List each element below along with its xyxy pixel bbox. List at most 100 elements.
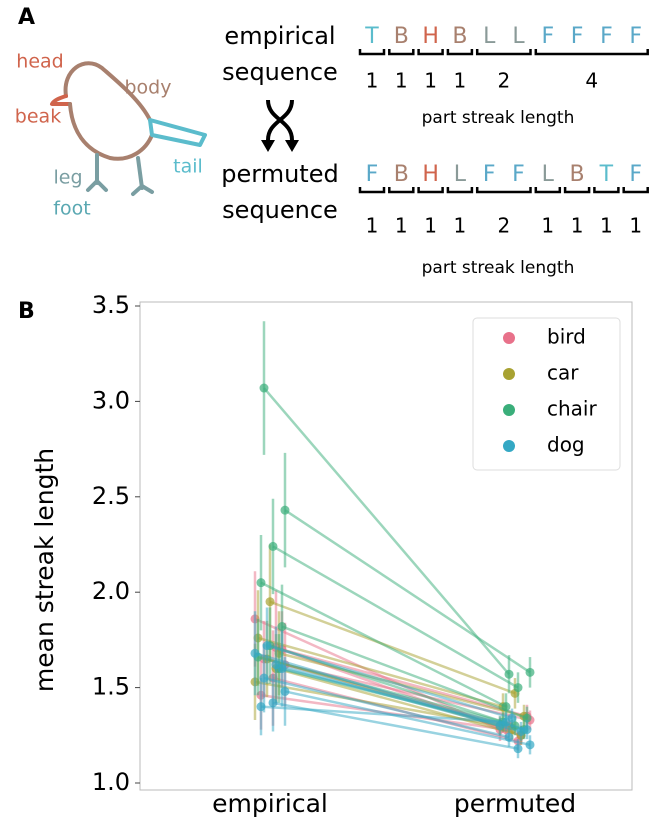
bird-part-label: head [16, 51, 63, 73]
point [278, 622, 287, 631]
sequence-label: permuted [221, 160, 338, 188]
sequence-letter: F [629, 162, 642, 187]
streak-bracket [448, 187, 472, 192]
streak-length: 1 [395, 214, 408, 238]
bird-belly [70, 104, 152, 159]
streak-bracket [389, 187, 413, 192]
bird-tail [150, 120, 205, 145]
point [257, 702, 266, 711]
legend-marker [503, 332, 515, 344]
point [523, 725, 532, 734]
point [278, 664, 287, 673]
sequence-letter: T [599, 162, 614, 187]
sequence-letter: L [454, 162, 467, 187]
panel-label: A [18, 5, 35, 30]
streak-bracket [536, 49, 648, 54]
swap-arrows [268, 100, 292, 140]
streak-bracket [389, 49, 413, 54]
streak-length: 1 [571, 214, 584, 238]
sequence-letter: H [422, 24, 439, 49]
streak-length: 1 [600, 214, 613, 238]
sequence-letter: L [542, 162, 555, 187]
streak-length: 1 [454, 69, 467, 93]
sequence-letter: T [364, 24, 379, 49]
sequence-letter: F [629, 24, 642, 49]
series-line [264, 388, 509, 674]
sequence-letter: F [541, 24, 554, 49]
streak-bracket [419, 49, 443, 54]
streak-length: 1 [454, 214, 467, 238]
point [251, 649, 260, 658]
y-tick-label: 1.0 [92, 768, 130, 796]
point [269, 542, 278, 551]
y-axis-label: mean streak length [30, 448, 59, 692]
streak-length: 1 [629, 214, 642, 238]
point [281, 506, 290, 515]
streak-length: 1 [366, 69, 379, 93]
sequence-label: sequence [222, 58, 338, 86]
x-tick-label: empirical [212, 789, 328, 818]
sequence-label: empirical [224, 22, 335, 50]
point [526, 740, 535, 749]
point [514, 744, 523, 753]
streak-bracket [477, 49, 530, 54]
legend-label: car [547, 361, 579, 385]
sequence-letter: B [452, 24, 467, 49]
swap-icon [261, 100, 299, 152]
streak-length: 4 [585, 69, 598, 93]
sequence-letter: F [483, 162, 496, 187]
streak-caption: part streak length [422, 108, 575, 128]
sequence-letter: F [600, 24, 613, 49]
sequence-letter: B [394, 24, 409, 49]
legend-label: dog [547, 433, 585, 457]
legend-label: chair [547, 397, 597, 421]
streak-bracket [477, 187, 530, 192]
streak-length: 1 [541, 214, 554, 238]
bird-part-label: beak [15, 106, 61, 128]
bird-part-label: leg [53, 167, 82, 189]
sequence-letter: F [366, 162, 379, 187]
figure: A B headbodybeaktaillegfootempiricalsequ… [0, 0, 656, 822]
y-tick-label: 2.5 [92, 482, 130, 510]
y-tick-label: 1.5 [92, 673, 130, 701]
sequence-letter: F [571, 24, 584, 49]
streak-caption: part streak length [422, 258, 575, 278]
page: {"panel_a": {"label": "A", "bird_parts":… [0, 0, 656, 826]
x-tick-label: permuted [454, 789, 576, 818]
streak-length: 1 [366, 214, 379, 238]
point [514, 683, 523, 692]
y-tick-label: 2.0 [92, 577, 130, 605]
streak-bracket [360, 49, 384, 54]
y-tick-label: 3.5 [92, 291, 130, 319]
panel-label: B [18, 299, 35, 324]
sequence-letter: F [512, 162, 525, 187]
bird-legs [88, 155, 152, 194]
streak-length: 2 [497, 69, 510, 93]
y-tick-label: 3.0 [92, 386, 130, 414]
streak-bracket [594, 187, 618, 192]
streak-length: 1 [395, 69, 408, 93]
sequence-letter: B [394, 162, 409, 187]
streak-length: 1 [424, 69, 437, 93]
point [526, 668, 535, 677]
sequence-letter: H [422, 162, 439, 187]
legend-marker [503, 440, 515, 452]
point [260, 384, 269, 393]
sequence-letter: L [483, 24, 496, 49]
point [266, 597, 275, 606]
sequence-letter: L [512, 24, 525, 49]
legend-marker [503, 368, 515, 380]
streak-bracket [565, 187, 589, 192]
streak-length: 1 [424, 214, 437, 238]
point [257, 578, 266, 587]
legend-label: bird [547, 325, 586, 349]
streak-bracket [536, 187, 560, 192]
bird-part-label: tail [173, 156, 203, 178]
streak-bracket [419, 187, 443, 192]
swap-heads [261, 140, 299, 152]
streak-bracket [360, 187, 384, 192]
streak-length: 2 [497, 214, 510, 238]
bird-beak [52, 96, 70, 104]
legend-marker [503, 404, 515, 416]
streak-bracket [448, 49, 472, 54]
